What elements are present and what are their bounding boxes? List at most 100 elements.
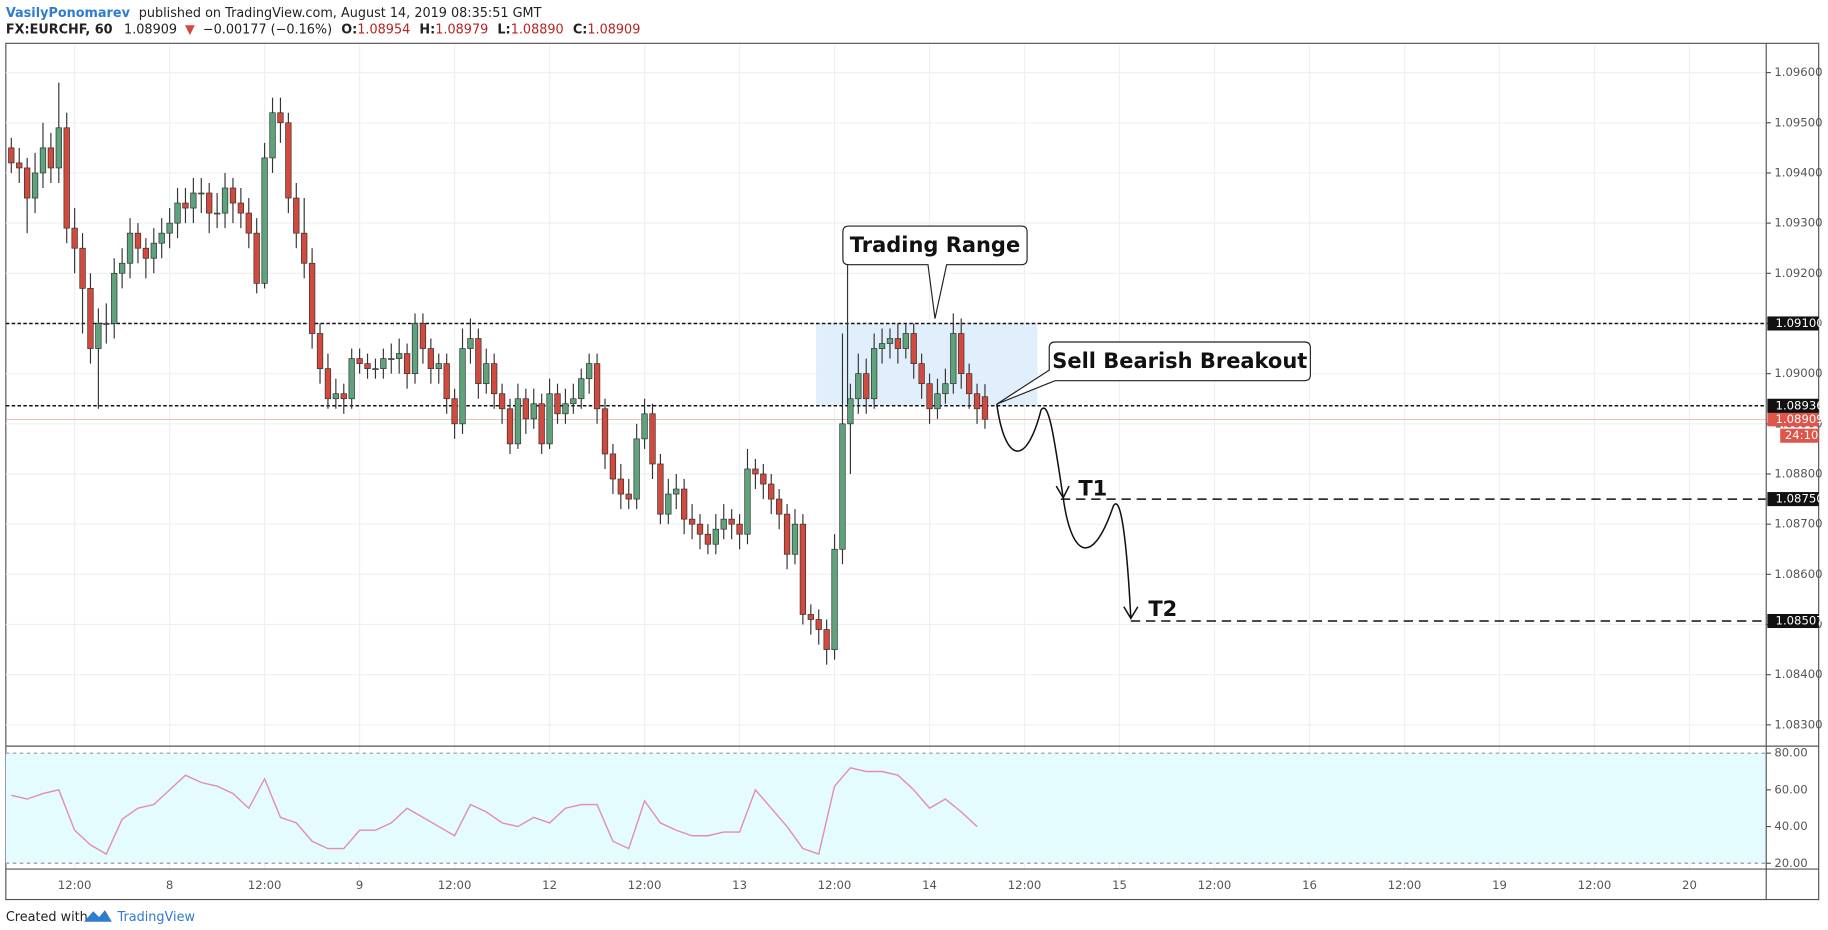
candle-body [103, 323, 110, 325]
candle-body [435, 363, 442, 369]
y-tick-label: 1.08600 [1774, 567, 1822, 581]
l-label: L: [497, 22, 510, 37]
candle-body [514, 398, 522, 445]
candle-body [396, 353, 403, 359]
candle-body [8, 147, 15, 164]
candle-body [206, 192, 213, 214]
level-tag [1767, 613, 1819, 629]
callout [996, 341, 1311, 405]
candle-body [704, 533, 712, 545]
candle-body [16, 162, 23, 169]
candle-body [111, 272, 118, 324]
arrow: ▼ [185, 22, 195, 37]
candle-body [356, 358, 363, 364]
y-tick-label: 20.00 [1774, 856, 1807, 870]
x-tick-label: 16 [1302, 878, 1317, 892]
candle-body [926, 383, 933, 410]
y-tick-label: 1.09200 [1774, 266, 1822, 280]
candle-body [443, 363, 450, 400]
candle-body [696, 523, 704, 535]
candle-body [118, 262, 126, 274]
y-tick-label: 60.00 [1774, 782, 1807, 796]
candle-body [942, 383, 949, 395]
candle-body [403, 353, 411, 375]
candle-body [55, 127, 62, 169]
candle-body [253, 232, 260, 284]
candle-body [736, 523, 743, 535]
x-tick-label: 15 [1112, 878, 1127, 892]
y-tick-label: 1.08800 [1774, 466, 1822, 480]
candle-body [498, 393, 506, 410]
x-tick-label: 12:00 [1198, 878, 1232, 892]
current-price-tag [1767, 412, 1819, 427]
candle-body [39, 147, 47, 174]
arrowhead [1123, 606, 1139, 620]
author[interactable]: VasilyPonomarev [6, 5, 131, 20]
x-tick-label: 9 [356, 878, 363, 892]
candle-body [823, 629, 830, 650]
candle-body [213, 212, 221, 215]
candle-body [609, 453, 617, 480]
o: 1.08954 [357, 22, 410, 37]
candle-body [958, 333, 965, 375]
x-tick-label: 12 [542, 878, 557, 892]
candle-body [720, 518, 727, 530]
candle-body [87, 288, 94, 349]
candle-body [712, 528, 719, 545]
level-label: 1.09100 [1776, 316, 1824, 330]
candle-body [791, 523, 799, 555]
candle-body [878, 343, 886, 349]
candle-body [340, 393, 347, 400]
candle-body [752, 468, 759, 475]
h-label: H: [419, 22, 435, 37]
candle-body [950, 333, 957, 385]
candle-body [308, 262, 316, 334]
candle-body [95, 323, 102, 349]
x-tick-label: 12:00 [58, 878, 92, 892]
candle-body [126, 232, 134, 264]
candle-body [688, 518, 696, 525]
candle-body [807, 614, 814, 620]
x-tick-label: 19 [1492, 878, 1507, 892]
candle-body [158, 232, 165, 244]
candle-body [965, 373, 973, 395]
footer: Created with TradingView [6, 910, 195, 925]
created: Created with [6, 910, 88, 925]
x-tick-label: 12:00 [628, 878, 662, 892]
x-tick-label: 13 [732, 878, 747, 892]
level-label: 1.08750 [1776, 492, 1824, 506]
candle-body [316, 333, 324, 369]
candle-body [388, 358, 395, 360]
brand[interactable]: TradingView [117, 910, 195, 925]
candle-body [783, 513, 791, 555]
candle-body [554, 393, 561, 415]
y-tick-label: 1.08700 [1774, 517, 1822, 531]
candle-body [134, 232, 142, 249]
y-tick-label: 1.09600 [1774, 65, 1822, 79]
candle-body [31, 172, 39, 199]
candle-body [261, 157, 268, 284]
candle-body [245, 212, 252, 234]
candle-body [538, 403, 545, 445]
candle-body [229, 187, 237, 204]
candle-body [285, 122, 292, 199]
candle-body [324, 368, 332, 400]
candle-body [570, 398, 577, 405]
candle-body [150, 242, 157, 259]
l: 1.08890 [511, 22, 564, 37]
y-tick-label: 1.09300 [1774, 216, 1822, 230]
candle-body [182, 202, 189, 209]
level-tag [1767, 316, 1819, 331]
candle-body [467, 338, 474, 349]
level-label: 1.08507 [1776, 613, 1824, 627]
published: published on TradingView.com, August 14,… [139, 5, 542, 20]
callout [842, 225, 1028, 319]
countdown-tag [1780, 428, 1819, 443]
candle-body [902, 333, 909, 349]
candle-body [562, 403, 569, 415]
candle-body [839, 423, 846, 550]
x-tick-label: 12:00 [1388, 878, 1422, 892]
candle-body [301, 232, 308, 264]
candle-body [506, 408, 514, 445]
candle-body [459, 348, 466, 425]
